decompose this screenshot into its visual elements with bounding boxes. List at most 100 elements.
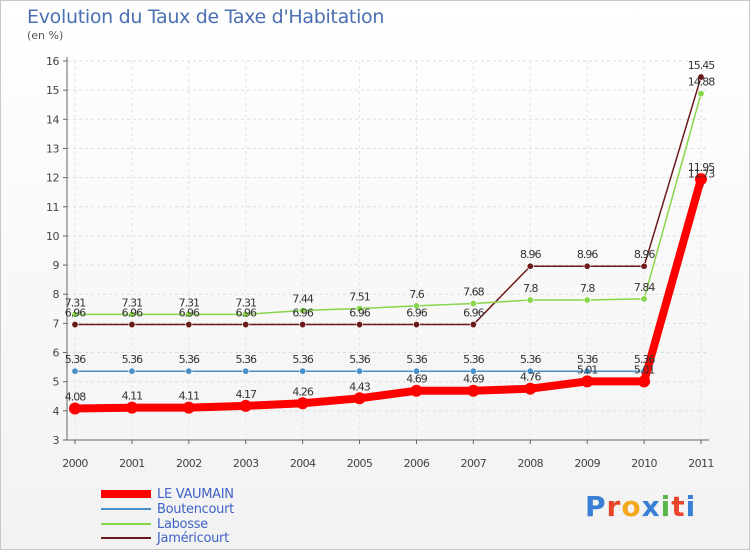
data-label-s1: 11.73: [688, 167, 715, 180]
logo-letter: t: [671, 490, 686, 523]
data-point-s3: [583, 262, 591, 270]
data-point-s2: [71, 310, 79, 318]
data-point-s2: [299, 307, 307, 315]
data-label-s2: 7.31: [122, 296, 143, 309]
series-line-1: [74, 184, 702, 372]
logo-letter: i: [660, 490, 672, 523]
y-tick-label: 15: [46, 84, 59, 97]
data-label-s2: 7.31: [179, 296, 200, 309]
data-point-s0: [467, 384, 480, 397]
x-tick-label: 2002: [176, 457, 202, 470]
data-label-s3: 6.96: [65, 307, 86, 320]
data-label-s2: 7.8: [580, 282, 595, 295]
data-label-s2: 14.88: [688, 76, 715, 89]
y-tick-label: 10: [46, 230, 59, 243]
data-label-s2: 7.8: [523, 282, 538, 295]
data-label-s3: 8.96: [577, 248, 598, 261]
legend-label: Boutencourt: [157, 501, 234, 517]
legend-label: Jaméricourt: [157, 530, 229, 546]
y-tick-label: 5: [53, 376, 60, 389]
data-point-s2: [526, 296, 534, 304]
y-tick-label: 7: [53, 317, 60, 330]
x-tick-label: 2007: [461, 457, 487, 470]
data-label-s2: 7.51: [349, 291, 370, 304]
data-point-s0: [125, 401, 138, 414]
data-label-s0: 4.17: [235, 388, 256, 401]
x-tick-label: 2003: [233, 457, 259, 470]
data-point-s0: [638, 375, 651, 388]
legend-item-jamericourt: Jaméricourt: [101, 530, 229, 546]
data-point-s3: [71, 321, 79, 329]
data-label-s3: 6.96: [463, 307, 484, 320]
data-label-s1: 5.36: [122, 353, 143, 366]
data-label-s1: 5.36: [179, 353, 200, 366]
data-point-s0: [353, 392, 366, 405]
data-point-s0: [69, 402, 81, 415]
proxiti-logo: Proxiti: [585, 490, 696, 523]
data-point-s2: [469, 300, 477, 308]
data-point-s0: [410, 384, 423, 397]
data-point-s3: [697, 73, 705, 81]
x-tick-label: 2000: [62, 457, 88, 470]
x-tick-label: 2006: [404, 457, 430, 470]
y-tick-label: 13: [46, 142, 59, 155]
data-label-s3: 6.96: [179, 307, 200, 320]
data-label-s0: 4.69: [463, 373, 484, 386]
data-label-s0: 4.11: [179, 390, 200, 403]
legend-item-le-vaumain: LE VAUMAIN: [101, 486, 234, 502]
data-point-s2: [185, 310, 193, 318]
data-label-s3: 8.96: [634, 248, 655, 261]
data-label-s0: 11.95: [688, 161, 715, 174]
data-point-s1: [412, 367, 420, 375]
logo-letter: r: [606, 490, 622, 523]
data-label-s2: 7.68: [463, 286, 484, 299]
data-label-s3: 8.96: [520, 248, 541, 261]
x-tick-label: 2001: [119, 457, 145, 470]
data-point-s2: [583, 296, 591, 304]
data-label-s1: 5.36: [349, 353, 370, 366]
data-label-s3: 6.96: [349, 307, 370, 320]
data-label-s2: 7.44: [292, 293, 313, 306]
legend-label: LE VAUMAIN: [157, 486, 234, 502]
data-point-s2: [697, 90, 705, 98]
data-label-s3: 6.96: [292, 307, 313, 320]
data-point-s1: [583, 367, 591, 375]
data-label-s0: 4.76: [520, 371, 541, 384]
data-label-s2: 7.6: [409, 288, 424, 301]
logo-letter: x: [641, 490, 661, 523]
data-point-s2: [412, 302, 420, 310]
data-label-s1: 5.36: [634, 353, 655, 366]
data-label-s0: 5.01: [577, 363, 598, 376]
data-point-s3: [469, 321, 477, 329]
data-label-s0: 4.08: [65, 391, 86, 404]
data-label-s1: 5.36: [406, 353, 427, 366]
y-tick-label: 6: [53, 347, 60, 360]
legend-swatch-labosse: [101, 523, 151, 525]
data-label-s1: 5.36: [463, 353, 484, 366]
data-point-s3: [356, 321, 364, 329]
data-point-s0: [182, 401, 195, 414]
data-label-s3: 6.96: [122, 307, 143, 320]
x-tick-label: 2011: [688, 457, 714, 470]
legend-item-labosse: Labosse: [101, 517, 208, 532]
data-point-s3: [412, 321, 420, 329]
data-point-s1: [128, 367, 136, 375]
y-tick-label: 11: [46, 201, 59, 214]
y-tick-label: 3: [53, 434, 60, 447]
data-label-s1: 5.36: [520, 353, 541, 366]
legend-item-boutencourt: Boutencourt: [101, 501, 234, 517]
data-label-s1: 5.36: [235, 353, 256, 366]
data-point-s1: [526, 367, 534, 375]
data-label-s0: 4.69: [406, 373, 427, 386]
data-point-s1: [185, 367, 193, 375]
logo-letter: i: [685, 490, 697, 523]
data-point-s0: [296, 397, 309, 410]
legend-swatch-jamericourt: [101, 537, 151, 539]
data-label-s1: 5.36: [292, 353, 313, 366]
data-label-s1: 5.36: [577, 353, 598, 366]
data-label-s3: 6.96: [406, 307, 427, 320]
data-point-s2: [242, 310, 250, 318]
data-point-s3: [185, 321, 193, 329]
data-label-s2: 7.31: [235, 296, 256, 309]
x-tick-label: 2009: [574, 457, 600, 470]
